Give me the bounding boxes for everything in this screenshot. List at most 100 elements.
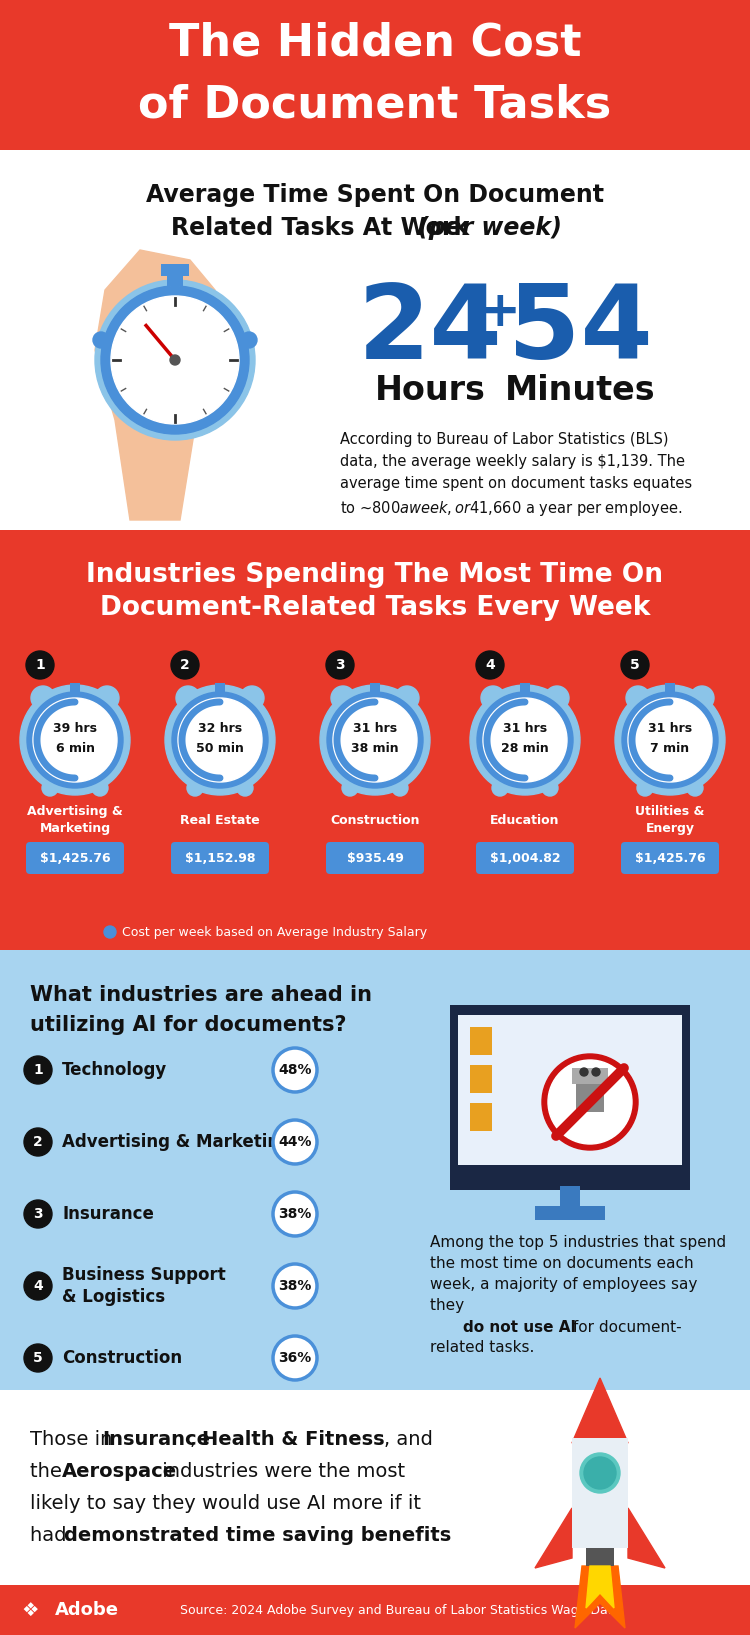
Bar <box>450 1006 690 1190</box>
Polygon shape <box>575 1566 625 1628</box>
Text: $1,425.76: $1,425.76 <box>40 852 110 865</box>
Polygon shape <box>586 1566 614 1607</box>
Text: 3: 3 <box>33 1207 43 1221</box>
Text: Business Support
& Logistics: Business Support & Logistics <box>62 1265 226 1306</box>
Circle shape <box>580 1454 620 1493</box>
Text: 4: 4 <box>485 657 495 672</box>
Bar <box>586 1548 614 1566</box>
Text: Education: Education <box>490 814 560 827</box>
Circle shape <box>331 687 355 710</box>
FancyBboxPatch shape <box>26 842 124 875</box>
Text: Cost per week based on Average Industry Salary: Cost per week based on Average Industry … <box>122 925 427 938</box>
Text: 24: 24 <box>358 280 503 381</box>
Circle shape <box>690 687 714 710</box>
Text: Insurance: Insurance <box>62 1205 154 1223</box>
Circle shape <box>273 1336 317 1380</box>
Circle shape <box>101 286 249 433</box>
Circle shape <box>111 296 239 423</box>
Circle shape <box>273 1048 317 1092</box>
Text: 1: 1 <box>33 1063 43 1077</box>
Circle shape <box>615 685 725 795</box>
Circle shape <box>93 332 109 348</box>
Text: Utilities &
Energy: Utilities & Energy <box>635 804 705 835</box>
Circle shape <box>24 1200 52 1228</box>
Bar <box>161 263 189 276</box>
Text: 31 hrs: 31 hrs <box>503 721 547 734</box>
Circle shape <box>20 685 130 795</box>
Bar <box>15 1596 45 1625</box>
Text: $1,004.82: $1,004.82 <box>490 852 560 865</box>
Text: 38%: 38% <box>278 1207 312 1221</box>
Text: Construction: Construction <box>62 1349 182 1367</box>
Text: 31 hrs: 31 hrs <box>648 721 692 734</box>
Bar <box>0 950 750 1390</box>
Text: had: had <box>30 1525 73 1545</box>
Text: 31 hrs: 31 hrs <box>353 721 397 734</box>
Text: 44%: 44% <box>278 1135 312 1149</box>
Circle shape <box>592 1068 600 1076</box>
Bar <box>576 1084 604 1112</box>
Circle shape <box>24 1128 52 1156</box>
Circle shape <box>395 687 419 710</box>
Bar <box>0 1584 750 1635</box>
Circle shape <box>24 1272 52 1300</box>
Bar <box>0 530 750 950</box>
Bar <box>470 1104 492 1131</box>
Text: 3: 3 <box>335 657 345 672</box>
Circle shape <box>584 1457 616 1489</box>
Polygon shape <box>535 1507 572 1568</box>
Text: Health & Fitness: Health & Fitness <box>202 1431 385 1449</box>
Text: Advertising &
Marketing: Advertising & Marketing <box>27 804 123 835</box>
Circle shape <box>92 780 108 796</box>
Bar <box>167 271 183 286</box>
Circle shape <box>95 687 119 710</box>
Text: ,: , <box>190 1431 202 1449</box>
Circle shape <box>626 687 650 710</box>
Text: Hours: Hours <box>374 373 485 407</box>
Text: utilizing AI for documents?: utilizing AI for documents? <box>30 1015 347 1035</box>
Text: What industries are ahead in: What industries are ahead in <box>30 984 372 1006</box>
Text: Minutes: Minutes <box>505 373 656 407</box>
Circle shape <box>273 1120 317 1164</box>
Circle shape <box>187 780 203 796</box>
Text: 1: 1 <box>35 657 45 672</box>
Text: Adobe: Adobe <box>55 1601 119 1619</box>
Circle shape <box>392 780 408 796</box>
Circle shape <box>24 1344 52 1372</box>
Text: industries were the most: industries were the most <box>156 1462 405 1481</box>
Bar <box>470 1064 492 1094</box>
FancyBboxPatch shape <box>326 842 424 875</box>
Bar <box>572 1439 628 1548</box>
Circle shape <box>26 651 54 679</box>
Bar <box>470 1027 492 1055</box>
Text: the: the <box>30 1462 68 1481</box>
Polygon shape <box>95 250 215 520</box>
Text: 54: 54 <box>508 280 652 381</box>
Text: Real Estate: Real Estate <box>180 814 260 827</box>
Circle shape <box>542 1055 638 1149</box>
Bar <box>70 683 80 693</box>
Bar <box>0 0 750 150</box>
Circle shape <box>170 355 180 365</box>
Text: likely to say they would use AI more if it: likely to say they would use AI more if … <box>30 1494 421 1512</box>
Text: $1,425.76: $1,425.76 <box>634 852 705 865</box>
Circle shape <box>542 780 558 796</box>
Text: do not use AI: do not use AI <box>463 1319 576 1336</box>
Text: 50 min: 50 min <box>196 742 244 754</box>
Circle shape <box>470 685 580 795</box>
Text: 6 min: 6 min <box>56 742 94 754</box>
Circle shape <box>622 692 718 788</box>
Circle shape <box>273 1264 317 1308</box>
Polygon shape <box>628 1507 665 1568</box>
Text: Insurance: Insurance <box>102 1431 210 1449</box>
Text: Aerospace: Aerospace <box>62 1462 177 1481</box>
Circle shape <box>637 780 653 796</box>
Circle shape <box>95 280 255 440</box>
Text: Those in: Those in <box>30 1431 118 1449</box>
Text: for document-: for document- <box>568 1319 682 1336</box>
Text: 38%: 38% <box>278 1279 312 1293</box>
Circle shape <box>27 692 123 788</box>
Circle shape <box>481 687 505 710</box>
FancyBboxPatch shape <box>171 842 269 875</box>
Circle shape <box>476 651 504 679</box>
